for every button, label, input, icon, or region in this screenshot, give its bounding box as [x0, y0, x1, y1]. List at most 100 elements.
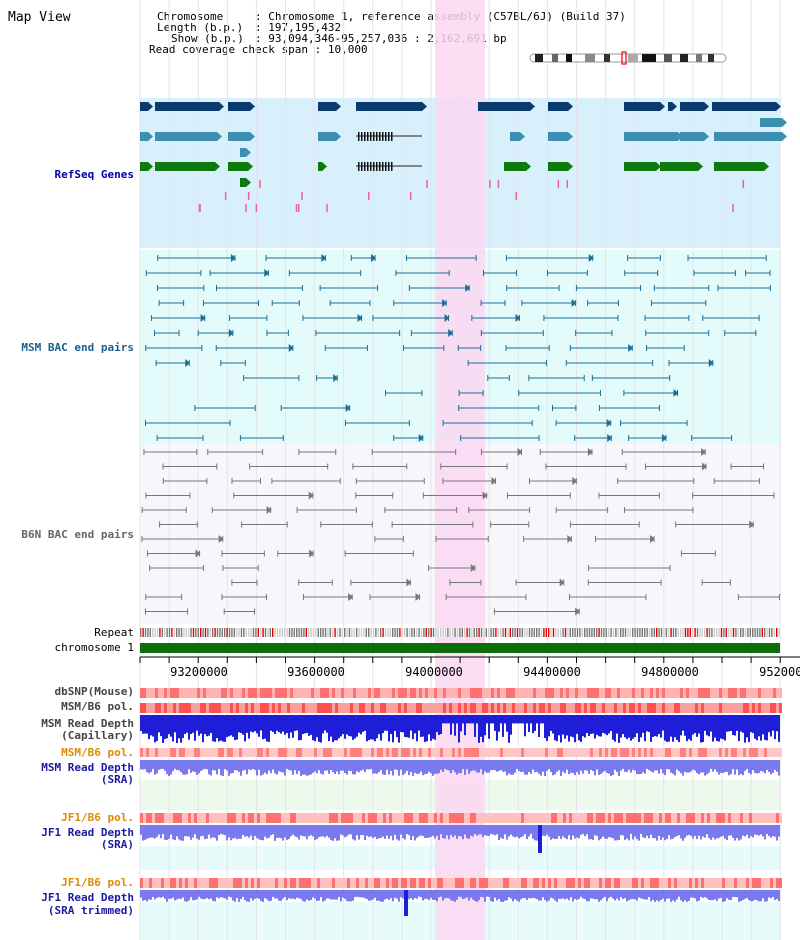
repeat-element — [276, 628, 279, 637]
repeat-element — [540, 628, 543, 637]
label-refseq-genes[interactable]: RefSeq Genes — [55, 168, 134, 181]
dbsnp-strip — [353, 688, 356, 698]
jf1-trim-depth-bar — [634, 890, 636, 900]
msm-pol-strip — [326, 703, 329, 713]
snp-marker — [557, 180, 560, 188]
gene-teal — [758, 132, 782, 141]
msm-bac-pair-arrow — [606, 419, 612, 427]
gene-teal-exon — [385, 132, 387, 141]
msm-pol-strip — [431, 703, 434, 713]
msm-depth-capillary-bar — [732, 715, 734, 736]
msm-pol-strip — [428, 703, 431, 713]
msm-pol-strip — [626, 703, 629, 713]
repeat-element — [216, 628, 219, 637]
jf1-depth-bar — [750, 825, 752, 837]
chromosome-ideogram[interactable] — [529, 51, 727, 65]
repeat-element — [308, 628, 310, 637]
jf1-depth-bar — [158, 825, 160, 835]
msm-bac-track[interactable] — [144, 254, 771, 442]
jf1-trim-depth-bar — [194, 890, 196, 901]
jf1-trim-depth-bar — [460, 890, 462, 898]
axis-tick-label: 94000000 — [405, 665, 463, 679]
msm-depth-sra-bar — [694, 760, 696, 771]
msm-depth-capillary-bar — [266, 715, 268, 742]
repeat-element — [464, 628, 466, 637]
repeat-element — [248, 628, 250, 637]
msm-pol-strip — [218, 703, 221, 713]
jf1-pol-strip — [653, 813, 656, 823]
jf1-trim-depth-bar — [264, 890, 266, 899]
msm-pol2-strip — [503, 748, 506, 757]
msm-depth-sra-bar — [360, 760, 362, 771]
jf1-trim-depth-bar — [580, 890, 582, 897]
msm-depth-capillary-bar — [358, 715, 360, 733]
label-jf1-depth-1: JF1 Read Depth — [41, 826, 134, 839]
repeat-element — [634, 628, 636, 637]
jf1-trim-depth-bar — [256, 890, 258, 899]
label-msm-bac[interactable]: MSM BAC end pairs — [21, 341, 134, 354]
msm-depth-sra-bar — [776, 760, 778, 772]
msm-pol2-strip — [434, 748, 437, 757]
msm-depth-capillary-bar — [184, 715, 186, 735]
jf1-trim-depth-bar — [610, 890, 612, 897]
jf1-depth-bar — [270, 825, 272, 836]
jf1-depth-bar — [666, 825, 668, 840]
jf1-pol2-strip — [275, 878, 278, 888]
jf1-trim-depth-bar — [690, 890, 692, 898]
axis-tick-label: 93600000 — [287, 665, 345, 679]
msm-pol-strip — [761, 703, 764, 713]
refseq-gene-track[interactable] — [140, 102, 787, 212]
jf1-pol-strip — [311, 813, 314, 823]
jf1-trim-depth-bar — [262, 890, 264, 902]
msm-pol2-strip — [482, 748, 485, 757]
jf1-pol2-strip — [341, 878, 344, 888]
msm-pol2-strip — [629, 748, 632, 757]
ideogram-band — [664, 54, 672, 62]
jf1-trim-depth-bar — [448, 890, 450, 899]
msm-pol-strip — [413, 703, 416, 713]
repeat-element — [624, 628, 627, 637]
label-b6n-bac[interactable]: B6N BAC end pairs — [21, 528, 134, 541]
b6n-bac-track[interactable] — [141, 448, 780, 616]
msm-pol2-strip — [206, 748, 209, 757]
dbsnp-strip — [554, 688, 557, 698]
jf1-depth-spike — [538, 825, 542, 853]
repeat-element — [562, 628, 564, 637]
jf1-depth-bar — [612, 825, 614, 839]
msm-depth-sra-bar — [712, 760, 714, 772]
repeat-element — [226, 628, 228, 637]
jf1-depth-bar — [296, 825, 298, 838]
jf1-pol2-strip — [248, 878, 251, 888]
jf1-trim-depth-bar — [540, 890, 542, 901]
msm-depth-sra-bar — [740, 760, 742, 774]
jf1-pol-strip — [776, 813, 779, 823]
jf1-trim-depth-bar — [482, 890, 484, 898]
dbsnp-strip — [569, 688, 572, 698]
dbsnp-strip — [242, 688, 245, 698]
msm-pol-strip — [485, 703, 488, 713]
msm-pol-strip — [371, 703, 374, 713]
jf1-trim-depth-bar — [500, 890, 502, 902]
jf1-trim-depth-bar — [668, 890, 670, 899]
jf1-trim-depth-bar — [688, 890, 690, 901]
dbsnp-strip — [671, 688, 674, 698]
jf1-trim-depth-bar — [434, 890, 436, 900]
gene-navy-arrow — [422, 102, 427, 111]
jf1-pol-strip — [176, 813, 179, 823]
msm-depth-sra-bar — [276, 760, 278, 775]
msm-pol2-strip — [596, 748, 599, 757]
repeat-element — [516, 628, 519, 637]
msm-depth-capillary-bar — [262, 715, 264, 740]
repeat-element — [200, 628, 202, 637]
jf1-pol2-strip — [650, 878, 653, 888]
msm-depth-sra-bar — [252, 760, 254, 769]
msm-pol2-strip — [449, 748, 452, 757]
jf1-trim-depth-bar — [720, 890, 722, 898]
jf1-trim-depth-bar — [624, 890, 626, 899]
msm-depth-sra-bar — [244, 760, 246, 770]
msm-depth-capillary-bar — [506, 715, 508, 732]
gene-green-arrow — [248, 162, 253, 171]
msm-depth-sra-bar — [164, 760, 166, 771]
repeat-element — [173, 628, 175, 637]
